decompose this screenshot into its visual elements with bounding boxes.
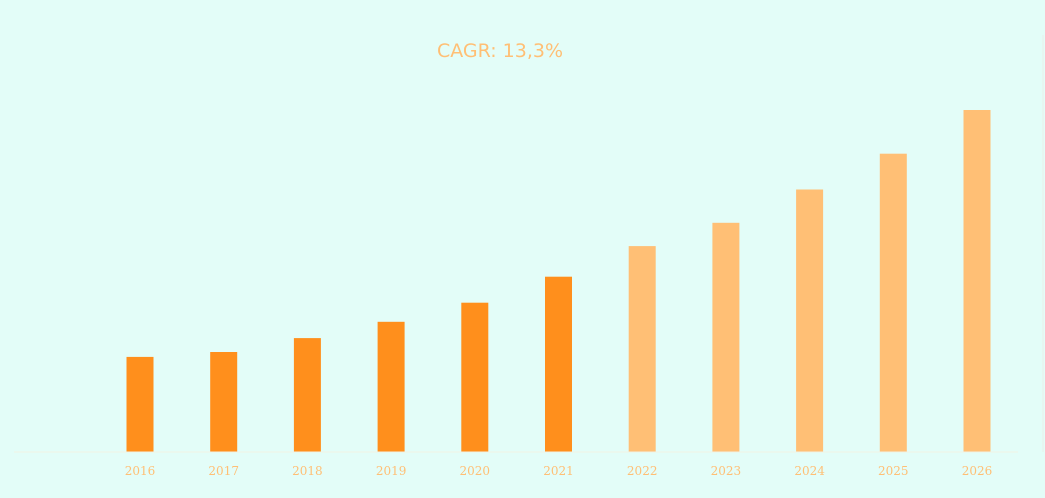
bar-2022 xyxy=(628,246,656,452)
bar-2026 xyxy=(963,110,991,452)
x-tick-label-2018: 2018 xyxy=(292,464,323,478)
cagr-annotation: CAGR: 13,3% xyxy=(436,40,564,62)
bar-2024 xyxy=(796,189,824,452)
x-tick-label-2021: 2021 xyxy=(543,464,574,478)
bar-2023 xyxy=(712,222,740,452)
bar-2025 xyxy=(879,153,907,452)
x-tick-labels: 2016 2017 2018 2019 2020 2021 2022 2023 2024 2025… xyxy=(125,464,993,478)
x-tick-label-2024: 2024 xyxy=(794,464,825,478)
x-tick-label-2019: 2019 xyxy=(376,464,407,478)
bar-2018 xyxy=(293,338,321,452)
bar-2017 xyxy=(210,352,238,452)
x-tick-label-2023: 2023 xyxy=(711,464,742,478)
bar-2020 xyxy=(461,302,489,452)
bars-group xyxy=(126,110,991,452)
x-tick-label-2022: 2022 xyxy=(627,464,658,478)
x-tick-label-2017: 2017 xyxy=(208,464,239,478)
x-tick-label-2025: 2025 xyxy=(878,464,909,478)
x-tick-label-2026: 2026 xyxy=(962,464,993,478)
bar-2019 xyxy=(377,321,405,452)
x-tick-label-2020: 2020 xyxy=(460,464,491,478)
x-tick-label-2016: 2016 xyxy=(125,464,156,478)
bar-2021 xyxy=(545,276,572,452)
bar-2016 xyxy=(126,356,154,452)
